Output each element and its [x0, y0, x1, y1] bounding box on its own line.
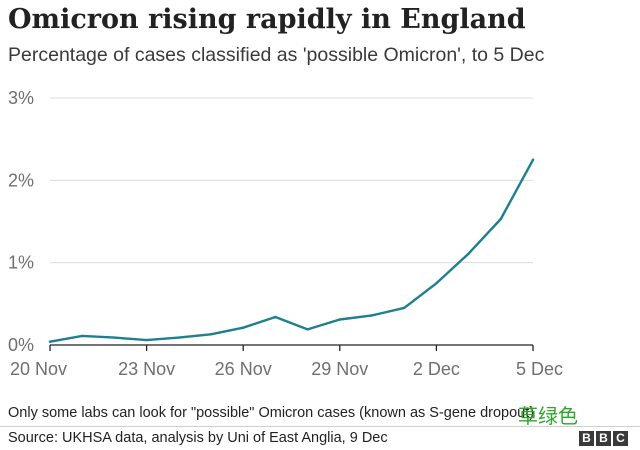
data-point-0-2: [113, 336, 116, 339]
series-line-0: [48, 158, 535, 343]
data-point-0-5: [209, 333, 213, 336]
y-tick-label-2: 2%: [8, 170, 34, 190]
chart-title: Omicron rising rapidly in England: [8, 4, 526, 35]
x-tick-label-2: 26 Nov: [215, 359, 272, 379]
data-point-0-13: [467, 252, 470, 255]
y-tick-label-3: 3%: [8, 88, 34, 108]
data-point-0-4: [177, 336, 180, 339]
data-point-0-7: [274, 315, 277, 319]
bbc-logo: B B C: [579, 431, 628, 446]
data-point-0-11: [403, 306, 406, 310]
x-tick-label-4: 2 Dec: [413, 359, 460, 379]
footer-divider: [0, 426, 640, 427]
x-tick-label-3: 29 Nov: [311, 359, 368, 379]
chart-source: Source: UKHSA data, analysis by Uni of E…: [8, 430, 388, 446]
data-point-0-12: [435, 282, 438, 285]
watermark-text: 草绿色: [518, 404, 578, 428]
bbc-logo-letter-1: B: [579, 431, 594, 446]
x-tick-label-1: 23 Nov: [118, 359, 175, 379]
data-point-0-10: [370, 314, 374, 317]
x-tick-label-0: 20 Nov: [10, 359, 67, 379]
data-point-0-1: [81, 334, 84, 338]
data-point-0-6: [242, 326, 245, 329]
data-point-0-9: [338, 318, 341, 321]
x-tick-label-5: 5 Dec: [516, 359, 563, 379]
data-point-0-0: [48, 340, 52, 343]
line-chart: 0% 1% 2% 3% 20 Nov 23 Nov 26 Nov 29 Nov 2 Dec 5 …: [8, 88, 563, 379]
bbc-logo-letter-2: B: [596, 431, 611, 446]
data-point-0-15: [531, 158, 535, 161]
bbc-logo-letter-3: C: [613, 431, 628, 446]
y-tick-label-1: 1%: [8, 253, 34, 273]
data-point-0-14: [499, 217, 502, 221]
chart-subtitle: Percentage of cases classified as 'possi…: [8, 44, 545, 66]
y-tick-label-0: 0%: [8, 335, 34, 355]
chart-footnote: Only some labs can look for "possible" O…: [8, 405, 535, 421]
data-point-0-8: [306, 328, 309, 331]
data-point-0-3: [145, 338, 148, 342]
